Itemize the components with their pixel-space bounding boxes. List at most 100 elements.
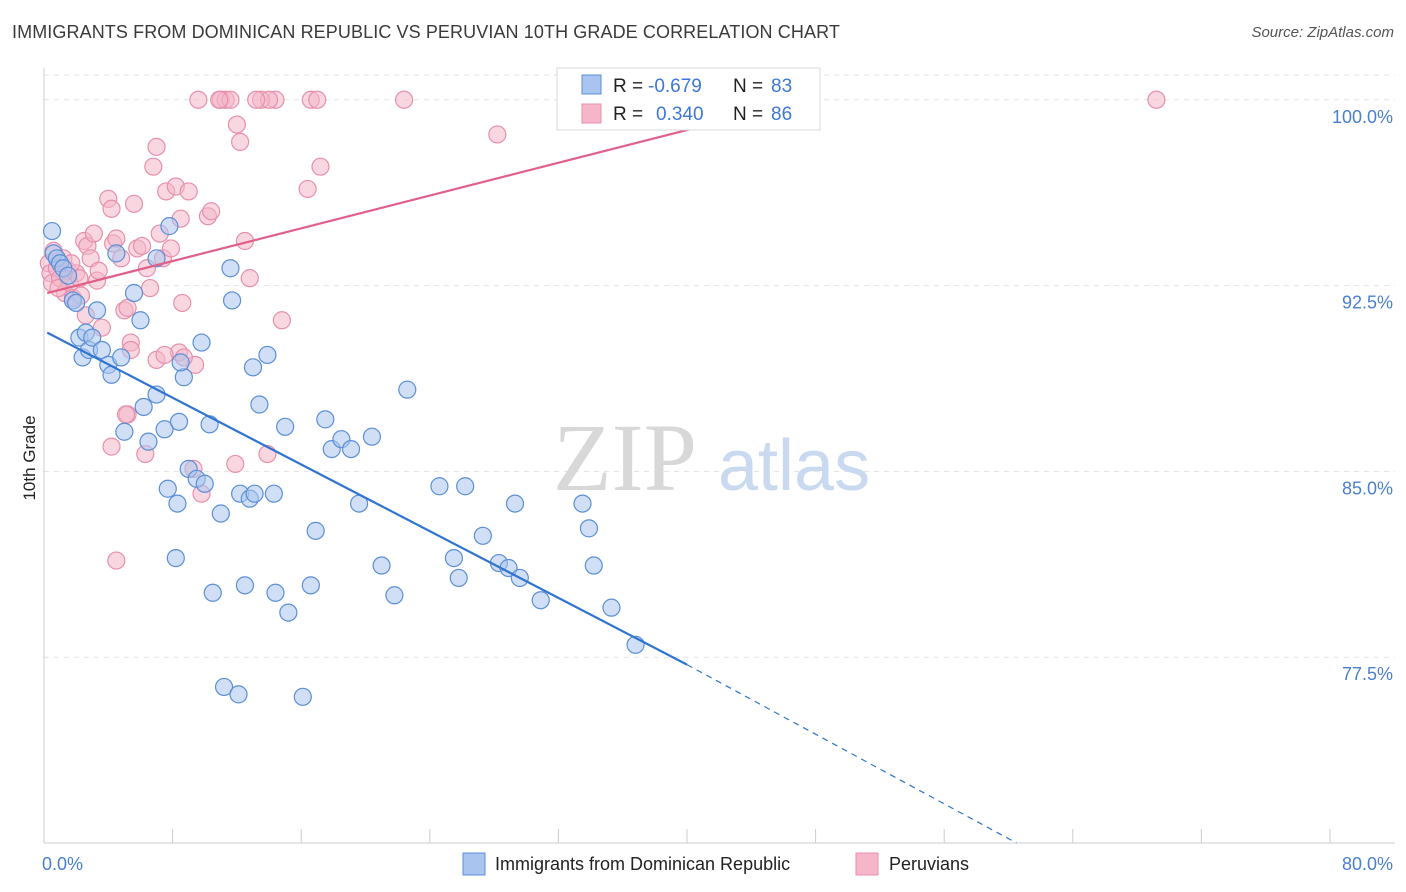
- dominican-points: [42, 217, 645, 706]
- peruvians-point-65: [488, 125, 507, 144]
- dominican-point-74: [579, 519, 599, 538]
- dominican-point-45: [245, 484, 264, 503]
- dominican-point-49: [266, 583, 285, 602]
- peruvians-point-16: [84, 224, 103, 243]
- peruvians-point-67: [1147, 90, 1166, 109]
- dominican-point-29: [168, 494, 187, 513]
- peruvians-point-69: [226, 454, 245, 474]
- peruvians-point-59: [272, 311, 292, 330]
- x-tick-label-0: 0.0%: [42, 854, 83, 874]
- dominican-point-52: [301, 576, 320, 595]
- dominican-point-70: [505, 494, 525, 513]
- legend-swatch-dominican: [462, 852, 486, 876]
- dominican-point-64: [444, 548, 464, 568]
- stats-r-value-pink: 0.340: [656, 104, 704, 125]
- peruvians-point-52: [227, 115, 246, 134]
- stats-r-label-blue: R =: [613, 76, 643, 97]
- watermark-atlas: atlas: [718, 426, 870, 506]
- y-axis-title: 10th Grade: [20, 415, 39, 500]
- dominican-point-17: [112, 348, 131, 367]
- dominican-point-7: [67, 293, 86, 313]
- peruvians-point-31: [132, 236, 152, 256]
- dominican-point-79: [229, 685, 248, 704]
- peruvians-point-81: [89, 261, 108, 280]
- dominican-point-33: [166, 548, 185, 568]
- dominican-point-80: [293, 687, 312, 706]
- stats-swatch-pink: [581, 103, 602, 124]
- peruvians-point-44: [179, 182, 198, 201]
- dominican-point-48: [264, 484, 283, 503]
- peruvians-point-64: [394, 90, 414, 109]
- y-tick-label-1: 85.0%: [1342, 478, 1393, 498]
- dominican-trend-extension: [686, 664, 1017, 844]
- axes: [43, 68, 1395, 844]
- dominican-point-36: [195, 474, 214, 493]
- peruvians-point-48: [202, 202, 221, 221]
- peruvians-point-73: [102, 437, 121, 456]
- peruvians-point-55: [240, 269, 259, 288]
- stats-n-label-blue: N =: [733, 76, 763, 97]
- chart-title: IMMIGRANTS FROM DOMINICAN REPUBLIC VS PE…: [12, 22, 840, 42]
- dominican-point-51: [279, 603, 298, 622]
- stats-swatch-blue: [581, 74, 602, 95]
- dominican-point-21: [131, 311, 150, 330]
- peruvians-point-42: [173, 293, 192, 313]
- x-tick-label-1: 80.0%: [1342, 854, 1393, 874]
- dominican-point-43: [235, 576, 255, 595]
- dominican-point-12: [83, 328, 102, 347]
- stats-r-label-pink: R =: [613, 104, 643, 125]
- dominican-point-22: [134, 397, 153, 417]
- peruvians-point-39: [161, 239, 181, 258]
- dominican-point-46: [250, 395, 269, 414]
- dominican-point-61: [385, 586, 404, 605]
- dominican-trend-line: [46, 331, 688, 666]
- dominican-point-59: [362, 427, 382, 446]
- dominican-point-16: [107, 244, 126, 263]
- dominican-point-28: [158, 479, 177, 498]
- dominican-point-47: [258, 345, 277, 365]
- stats-r-value-blue: -0.679: [648, 76, 702, 97]
- dominican-point-75: [584, 556, 603, 575]
- peruvians-point-85: [155, 345, 174, 365]
- dominican-point-72: [531, 591, 550, 610]
- peruvians-point-62: [311, 157, 330, 176]
- dominican-point-54: [316, 410, 335, 429]
- dominican-point-78: [214, 677, 234, 697]
- x-tick-labels: 0.0% 80.0%: [42, 854, 1393, 874]
- chart-source: Source: ZipAtlas.com: [1251, 24, 1394, 41]
- dominican-point-35: [192, 333, 211, 352]
- peruvians-point-33: [140, 278, 160, 298]
- dominican-point-13: [87, 301, 107, 320]
- dominican-point-24: [147, 249, 166, 268]
- stats-n-label-pink: N =: [733, 104, 763, 125]
- dominican-point-41: [222, 291, 242, 310]
- legend-label-dominican: Immigrants from Dominican Republic: [495, 854, 790, 874]
- dominican-point-60: [372, 556, 391, 575]
- watermark-zip: ZIP: [553, 404, 697, 511]
- dominican-point-66: [456, 477, 475, 496]
- peruvians-point-82: [189, 90, 208, 109]
- peruvians-point-63: [308, 90, 327, 109]
- dominican-point-23: [139, 432, 158, 451]
- watermark: ZIP atlas: [553, 404, 870, 511]
- dominican-point-37: [200, 415, 219, 434]
- dominican-point-19: [115, 422, 134, 441]
- legend: Immigrants from Dominican Republic Peruv…: [462, 852, 969, 876]
- y-tick-label-3: 100.0%: [1332, 107, 1393, 127]
- stats-box: R = -0.679 N = 83 R = 0.340 N = 86: [556, 67, 821, 131]
- dominican-point-40: [221, 259, 240, 278]
- dominican-point-30: [169, 412, 189, 431]
- stats-n-value-blue: 83: [771, 76, 792, 97]
- dominican-point-26: [155, 420, 174, 439]
- dominican-point-0: [42, 221, 62, 241]
- peruvians-point-29: [124, 194, 144, 213]
- dominican-point-50: [276, 417, 295, 436]
- peruvians-point-84: [247, 90, 266, 109]
- dominican-point-62: [398, 380, 417, 399]
- dominican-point-27: [160, 217, 179, 236]
- dominican-point-65: [449, 568, 468, 588]
- peruvians-point-53: [231, 132, 250, 151]
- y-tick-label-0: 77.5%: [1342, 664, 1393, 684]
- dominican-point-82: [243, 358, 263, 377]
- dominican-point-20: [124, 283, 144, 303]
